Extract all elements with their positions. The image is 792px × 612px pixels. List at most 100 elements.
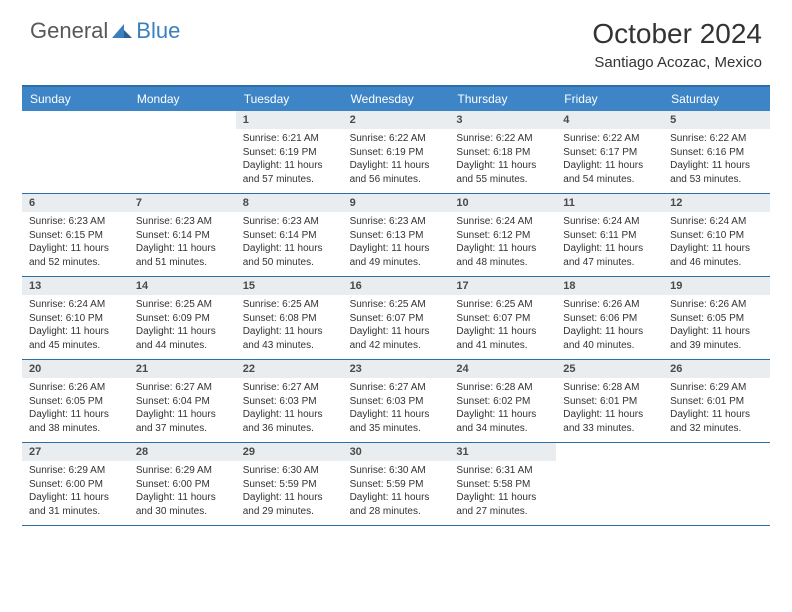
day-header: Sunday bbox=[22, 87, 129, 111]
day-cell: 13 Sunrise: 6:24 AMSunset: 6:10 PMDayligh… bbox=[22, 277, 129, 359]
week-row: 1 Sunrise: 6:21 AMSunset: 6:19 PMDaylight… bbox=[22, 111, 770, 194]
day-info: Sunrise: 6:27 AMSunset: 6:04 PMDaylight:… bbox=[129, 381, 236, 435]
day-info: Sunrise: 6:23 AMSunset: 6:14 PMDaylight:… bbox=[129, 215, 236, 269]
day-cell: 24 Sunrise: 6:28 AMSunset: 6:02 PMDayligh… bbox=[449, 360, 556, 442]
day-info: Sunrise: 6:23 AMSunset: 6:13 PMDaylight:… bbox=[343, 215, 450, 269]
logo-word-1: General bbox=[30, 18, 108, 44]
day-cell: 11 Sunrise: 6:24 AMSunset: 6:11 PMDayligh… bbox=[556, 194, 663, 276]
day-number: 29 bbox=[236, 443, 343, 461]
day-info: Sunrise: 6:24 AMSunset: 6:10 PMDaylight:… bbox=[663, 215, 770, 269]
day-cell: 3 Sunrise: 6:22 AMSunset: 6:18 PMDaylight… bbox=[449, 111, 556, 193]
month-title: October 2024 bbox=[592, 18, 762, 50]
day-info: Sunrise: 6:26 AMSunset: 6:06 PMDaylight:… bbox=[556, 298, 663, 352]
day-info: Sunrise: 6:27 AMSunset: 6:03 PMDaylight:… bbox=[343, 381, 450, 435]
day-number: 17 bbox=[449, 277, 556, 295]
day-number: 20 bbox=[22, 360, 129, 378]
title-block: October 2024 Santiago Acozac, Mexico bbox=[592, 18, 762, 71]
logo-triangle-icon bbox=[110, 22, 134, 40]
day-info: Sunrise: 6:22 AMSunset: 6:17 PMDaylight:… bbox=[556, 132, 663, 186]
day-info: Sunrise: 6:24 AMSunset: 6:10 PMDaylight:… bbox=[22, 298, 129, 352]
day-number: 19 bbox=[663, 277, 770, 295]
day-info: Sunrise: 6:26 AMSunset: 6:05 PMDaylight:… bbox=[663, 298, 770, 352]
day-info: Sunrise: 6:25 AMSunset: 6:07 PMDaylight:… bbox=[449, 298, 556, 352]
day-cell: 21Sunrise: 6:27 AMSunset: 6:04 PMDayligh… bbox=[129, 360, 236, 442]
day-info: Sunrise: 6:31 AMSunset: 5:58 PMDaylight:… bbox=[449, 464, 556, 518]
day-number: 25 bbox=[556, 360, 663, 378]
day-cell: 25Sunrise: 6:28 AMSunset: 6:01 PMDayligh… bbox=[556, 360, 663, 442]
day-cell: 10Sunrise: 6:24 AMSunset: 6:12 PMDayligh… bbox=[449, 194, 556, 276]
week-row: 6Sunrise: 6:23 AMSunset: 6:15 PMDaylight… bbox=[22, 194, 770, 277]
day-cell: 31Sunrise: 6:31 AMSunset: 5:58 PMDayligh… bbox=[449, 443, 556, 525]
week-row: 27Sunrise: 6:29 AMSunset: 6:00 PMDayligh… bbox=[22, 443, 770, 526]
logo: General Blue bbox=[30, 18, 180, 44]
day-cell: 18 Sunrise: 6:26 AMSunset: 6:06 PMDayligh… bbox=[556, 277, 663, 359]
day-number: 1 bbox=[236, 111, 343, 129]
calendar: SundayMondayTuesdayWednesdayThursdayFrid… bbox=[22, 85, 770, 526]
day-cell: 28 Sunrise: 6:29 AMSunset: 6:00 PMDayligh… bbox=[129, 443, 236, 525]
day-number: 22 bbox=[236, 360, 343, 378]
day-info: Sunrise: 6:22 AMSunset: 6:16 PMDaylight:… bbox=[663, 132, 770, 186]
day-info: Sunrise: 6:22 AMSunset: 6:19 PMDaylight:… bbox=[343, 132, 450, 186]
day-number: 26 bbox=[663, 360, 770, 378]
day-cell: 9Sunrise: 6:23 AMSunset: 6:13 PMDaylight… bbox=[343, 194, 450, 276]
day-number: 3 bbox=[449, 111, 556, 129]
empty-cell bbox=[556, 443, 663, 525]
day-info: Sunrise: 6:22 AMSunset: 6:18 PMDaylight:… bbox=[449, 132, 556, 186]
day-info: Sunrise: 6:26 AMSunset: 6:05 PMDaylight:… bbox=[22, 381, 129, 435]
day-number: 13 bbox=[22, 277, 129, 295]
day-cell: 14 Sunrise: 6:25 AMSunset: 6:09 PMDayligh… bbox=[129, 277, 236, 359]
day-number: 11 bbox=[556, 194, 663, 212]
day-info: Sunrise: 6:25 AMSunset: 6:08 PMDaylight:… bbox=[236, 298, 343, 352]
day-cell: 26Sunrise: 6:29 AMSunset: 6:01 PMDayligh… bbox=[663, 360, 770, 442]
day-header: Monday bbox=[129, 87, 236, 111]
day-header: Thursday bbox=[449, 87, 556, 111]
weeks-container: 1 Sunrise: 6:21 AMSunset: 6:19 PMDaylight… bbox=[22, 111, 770, 526]
day-number: 5 bbox=[663, 111, 770, 129]
day-number: 6 bbox=[22, 194, 129, 212]
day-info: Sunrise: 6:24 AMSunset: 6:11 PMDaylight:… bbox=[556, 215, 663, 269]
day-number: 24 bbox=[449, 360, 556, 378]
week-row: 13 Sunrise: 6:24 AMSunset: 6:10 PMDayligh… bbox=[22, 277, 770, 360]
day-cell: 19 Sunrise: 6:26 AMSunset: 6:05 PMDayligh… bbox=[663, 277, 770, 359]
day-info: Sunrise: 6:29 AMSunset: 6:00 PMDaylight:… bbox=[22, 464, 129, 518]
day-number: 7 bbox=[129, 194, 236, 212]
day-info: Sunrise: 6:21 AMSunset: 6:19 PMDaylight:… bbox=[236, 132, 343, 186]
day-cell: 2 Sunrise: 6:22 AMSunset: 6:19 PMDaylight… bbox=[343, 111, 450, 193]
day-cell: 8 Sunrise: 6:23 AMSunset: 6:14 PMDaylight… bbox=[236, 194, 343, 276]
day-cell: 4 Sunrise: 6:22 AMSunset: 6:17 PMDaylight… bbox=[556, 111, 663, 193]
day-number: 4 bbox=[556, 111, 663, 129]
day-cell: 15 Sunrise: 6:25 AMSunset: 6:08 PMDayligh… bbox=[236, 277, 343, 359]
logo-word-2: Blue bbox=[136, 18, 180, 44]
empty-cell bbox=[129, 111, 236, 193]
empty-cell bbox=[22, 111, 129, 193]
day-number: 15 bbox=[236, 277, 343, 295]
day-header: Friday bbox=[556, 87, 663, 111]
day-info: Sunrise: 6:24 AMSunset: 6:12 PMDaylight:… bbox=[449, 215, 556, 269]
day-info: Sunrise: 6:23 AMSunset: 6:14 PMDaylight:… bbox=[236, 215, 343, 269]
day-cell: 20 Sunrise: 6:26 AMSunset: 6:05 PMDayligh… bbox=[22, 360, 129, 442]
day-number: 12 bbox=[663, 194, 770, 212]
day-cell: 12 Sunrise: 6:24 AMSunset: 6:10 PMDayligh… bbox=[663, 194, 770, 276]
day-number: 8 bbox=[236, 194, 343, 212]
day-header: Tuesday bbox=[236, 87, 343, 111]
day-cell: 29 Sunrise: 6:30 AMSunset: 5:59 PMDayligh… bbox=[236, 443, 343, 525]
day-number: 28 bbox=[129, 443, 236, 461]
day-number: 16 bbox=[343, 277, 450, 295]
day-info: Sunrise: 6:28 AMSunset: 6:02 PMDaylight:… bbox=[449, 381, 556, 435]
day-info: Sunrise: 6:27 AMSunset: 6:03 PMDaylight:… bbox=[236, 381, 343, 435]
day-info: Sunrise: 6:30 AMSunset: 5:59 PMDaylight:… bbox=[236, 464, 343, 518]
week-row: 20 Sunrise: 6:26 AMSunset: 6:05 PMDayligh… bbox=[22, 360, 770, 443]
day-cell: 27 Sunrise: 6:29 AMSunset: 6:00 PMDayligh… bbox=[22, 443, 129, 525]
day-cell: 1 Sunrise: 6:21 AMSunset: 6:19 PMDaylight… bbox=[236, 111, 343, 193]
day-info: Sunrise: 6:25 AMSunset: 6:07 PMDaylight:… bbox=[343, 298, 450, 352]
day-number: 30 bbox=[343, 443, 450, 461]
day-cell: 6Sunrise: 6:23 AMSunset: 6:15 PMDaylight… bbox=[22, 194, 129, 276]
day-number: 14 bbox=[129, 277, 236, 295]
day-number: 2 bbox=[343, 111, 450, 129]
day-cell: 22 Sunrise: 6:27 AMSunset: 6:03 PMDayligh… bbox=[236, 360, 343, 442]
day-info: Sunrise: 6:29 AMSunset: 6:00 PMDaylight:… bbox=[129, 464, 236, 518]
day-info: Sunrise: 6:25 AMSunset: 6:09 PMDaylight:… bbox=[129, 298, 236, 352]
day-number: 18 bbox=[556, 277, 663, 295]
day-number: 27 bbox=[22, 443, 129, 461]
empty-cell bbox=[663, 443, 770, 525]
